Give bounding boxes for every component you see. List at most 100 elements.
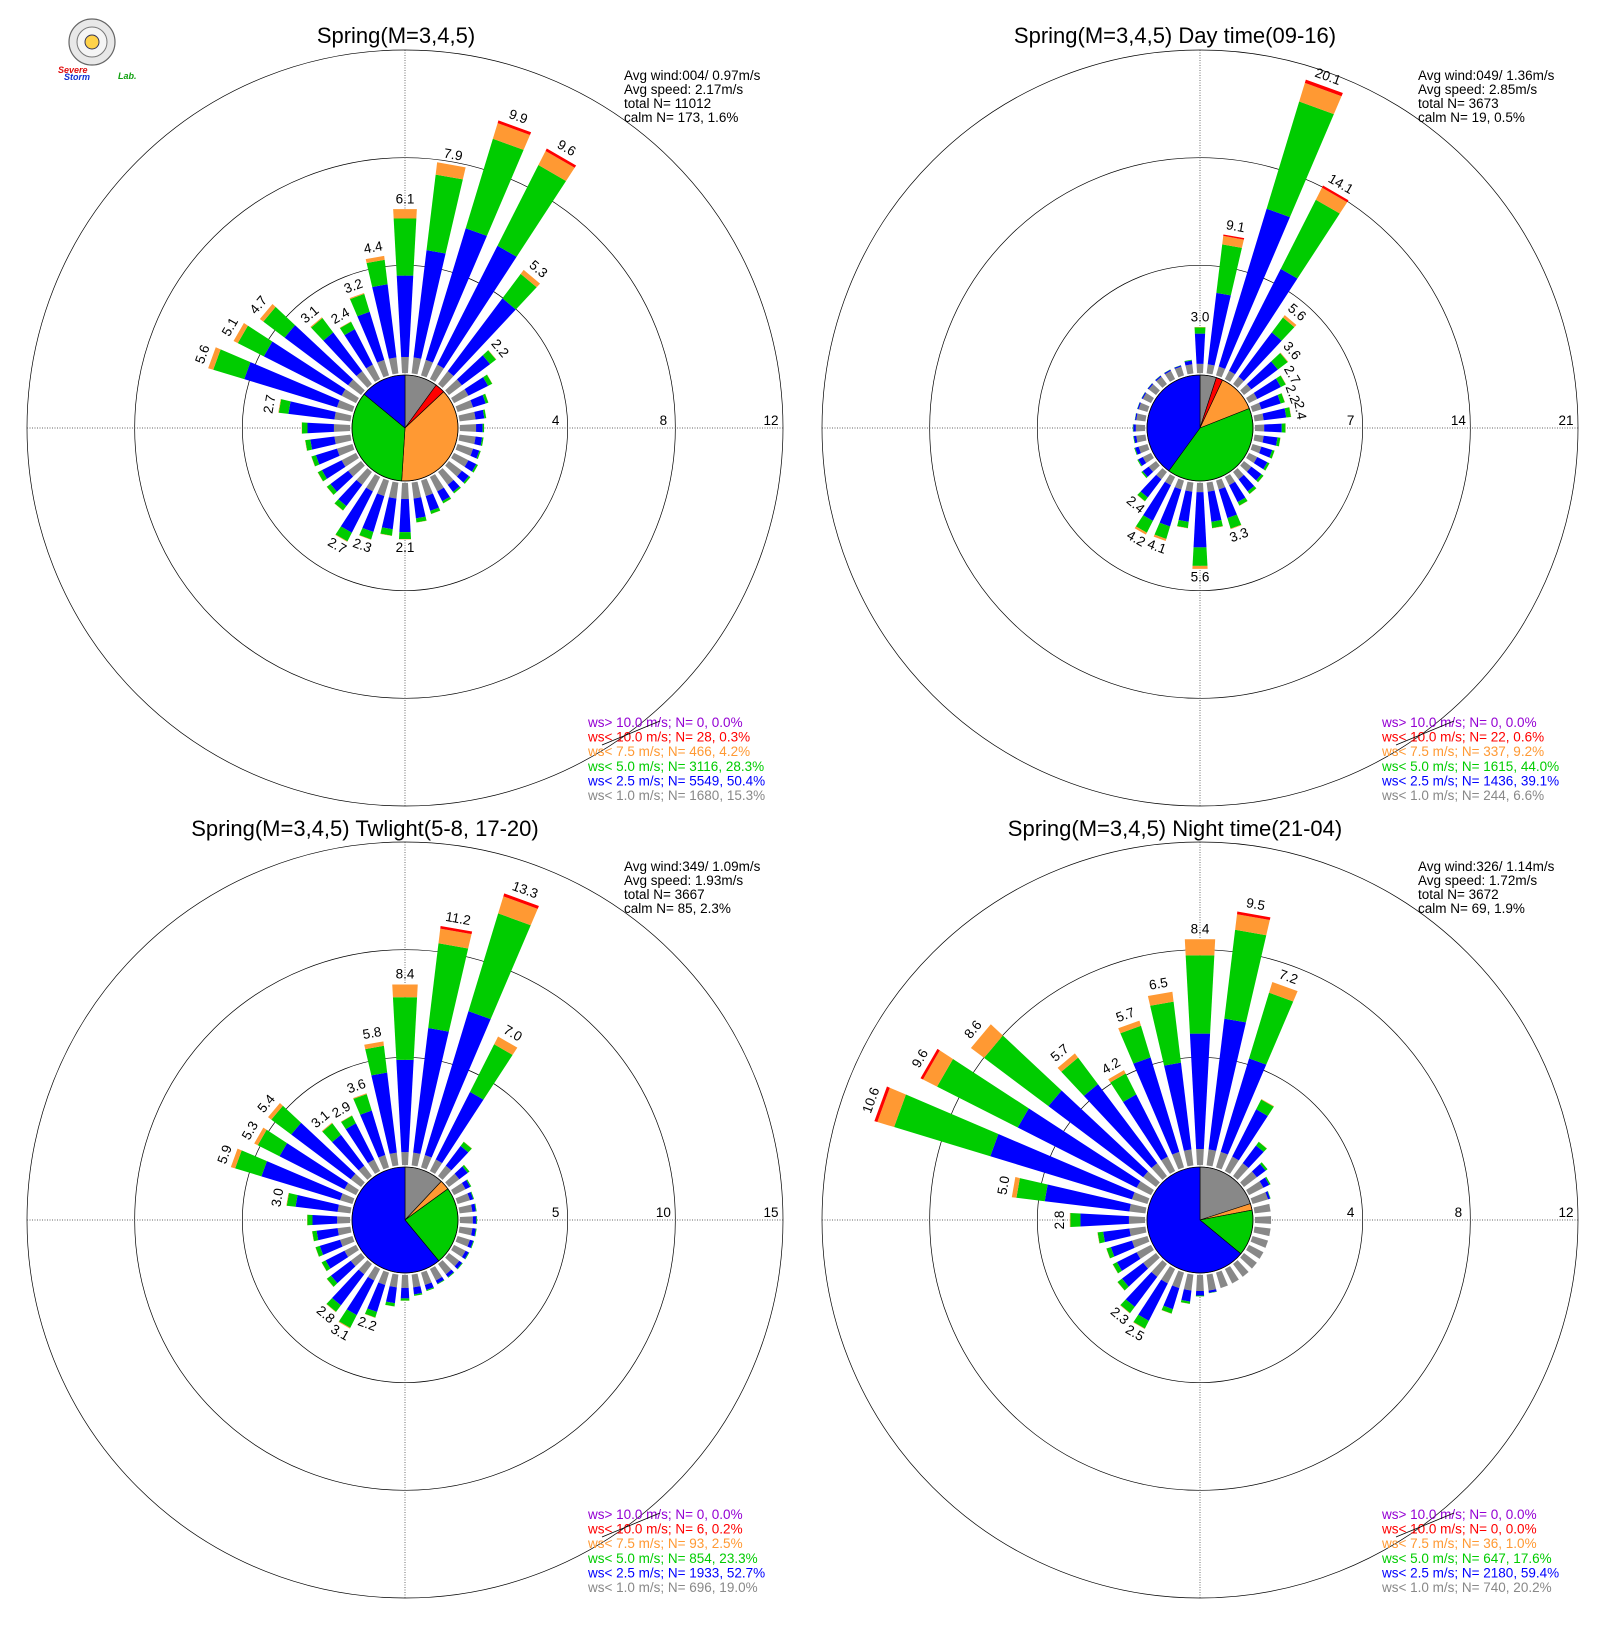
bar-segment-lt1 (1131, 1235, 1150, 1248)
bar-segment-lt5 (1247, 485, 1257, 494)
wind-rose-panel-2: Spring(M=3,4,5) Day time(09-16) 7 14 21 3.0 9… (821, 23, 1579, 807)
bar-segment-lt1 (459, 1216, 473, 1224)
direction-bar-70: 2.2 (1250, 383, 1303, 413)
bar-label: 5.8 (361, 1024, 382, 1042)
bar-segment-lt5 (1227, 514, 1242, 529)
bar-segment-lt75 (877, 1087, 906, 1128)
bar-segment-lt1 (358, 1165, 372, 1180)
bar-segment-lt5 (1106, 1247, 1115, 1259)
bar-segment-lt5 (1141, 471, 1148, 479)
legend-entry-3: ws< 5.0 m/s; N= 647, 17.6% (1381, 1551, 1552, 1566)
bar-segment-lt5 (1249, 992, 1294, 1065)
bar-segment-lt1 (445, 1253, 460, 1267)
direction-bar-340 (1174, 365, 1185, 378)
direction-bar-150 (1224, 1266, 1239, 1284)
bar-segment-lt25 (338, 479, 363, 507)
bar-segment-lt25 (1262, 408, 1287, 421)
bar-segment-lt1 (336, 443, 355, 456)
direction-bar-240 (321, 1244, 359, 1272)
bar-segment-lt1 (1148, 384, 1160, 395)
bar-segment-lt1 (1233, 376, 1244, 388)
direction-bar-330 (1164, 369, 1176, 382)
bar-segment-lt5 (365, 1045, 388, 1076)
bar-segment-lt25 (1189, 1033, 1211, 1149)
bar-segment-lt75 (1282, 315, 1297, 328)
bar-segment-lt25 (1238, 474, 1255, 492)
bar-segment-lt5 (1137, 459, 1142, 467)
bar-segment-lt25 (321, 460, 346, 479)
calm-pie (1146, 374, 1254, 482)
direction-bar-150 (1224, 474, 1248, 506)
bar-segment-lt5 (1211, 520, 1223, 529)
direction-bar-190 (385, 1273, 399, 1307)
bar-segment-lt25 (461, 1250, 469, 1260)
bar-segment-lt1 (1246, 1181, 1264, 1196)
direction-bar-150 (429, 1266, 445, 1285)
bar-segment-lt1 (1254, 1216, 1272, 1224)
direction-bar-140 (1233, 1260, 1249, 1277)
bar-segment-lt25 (1220, 1058, 1267, 1155)
bar-segment-lt1 (1172, 1270, 1185, 1289)
pie-outline (351, 1166, 459, 1274)
bar-segment-lt1 (1253, 434, 1264, 443)
direction-bar-320: 3.1 (308, 1107, 372, 1180)
legend-entry-0: ws> 10.0 m/s; N= 0, 0.0% (587, 1507, 743, 1522)
bar-segment-lt5 (1164, 369, 1171, 374)
direction-bar-290: 5.6 (192, 343, 355, 413)
bar-segment-lt5 (1132, 424, 1134, 432)
bar-segment-lt25 (435, 1276, 445, 1284)
bar-segment-lt1 (429, 1266, 443, 1281)
bar-segment-lt75 (1069, 1212, 1071, 1228)
direction-bar-240 (1137, 452, 1154, 467)
direction-bar-80 (458, 1203, 477, 1214)
bar-segment-lt25 (1044, 1184, 1131, 1212)
bar-segment-lt1 (455, 1193, 470, 1205)
bar-segment-lt25 (291, 1122, 356, 1180)
bar-segment-lt75 (1269, 981, 1298, 1002)
bar-segment-lt5 (1133, 1314, 1149, 1329)
bar-segment-lt75 (922, 1050, 953, 1087)
bar-segment-lt1 (340, 1193, 355, 1205)
bar-label: 5.6 (1191, 570, 1210, 585)
bar-segment-lt1 (1135, 424, 1146, 432)
bar-segment-lt1 (377, 478, 390, 497)
bar-segment-lt25 (990, 1134, 1135, 1200)
bar-segment-lt75 (1120, 1305, 1131, 1314)
bar-segment-lt1 (1215, 366, 1226, 378)
bar-segment-lt5 (502, 273, 537, 310)
ring-label: 5 (552, 1205, 560, 1220)
bar-segment-lt25 (1238, 332, 1282, 382)
bar-segment-lt75 (278, 399, 282, 413)
bar-segment-lt1 (1250, 443, 1262, 454)
bar-segment-lt1 (1233, 468, 1244, 480)
bar-segment-lt75 (380, 533, 392, 537)
bar-segment-lt25 (1253, 378, 1281, 399)
bar-segment-lt5 (447, 1272, 455, 1278)
bar-segment-lt1 (420, 359, 433, 378)
bar-segment-lt1 (429, 364, 444, 382)
bar-segment-lt5 (1281, 423, 1286, 433)
bar-segment-lt10 (920, 1048, 940, 1080)
direction-bar-10: 7.9 (411, 146, 466, 375)
bar-segment-lt5 (235, 1150, 267, 1177)
legend-entry-4: ws< 2.5 m/s; N= 1933, 52.7% (587, 1565, 765, 1580)
bar-segment-lt25 (325, 1250, 349, 1269)
bar-segment-lt1 (1250, 402, 1262, 413)
direction-bar-100 (1253, 1226, 1271, 1237)
bar-segment-lt25 (1116, 1252, 1141, 1271)
bar-segment-lt1 (401, 1152, 409, 1166)
bar-segment-lt25 (1147, 383, 1154, 390)
bar-segment-lt25 (372, 284, 397, 359)
bar-segment-lt25 (472, 1216, 477, 1224)
ring-label: 4 (1347, 1205, 1355, 1220)
bar-segment-lt5 (430, 507, 441, 514)
bar-segment-lt1 (1246, 1244, 1264, 1259)
direction-bar-350 (1184, 359, 1194, 375)
bar-segment-lt75 (1106, 1248, 1111, 1259)
bar-segment-lt1 (411, 481, 422, 499)
bar-segment-lt5 (1141, 392, 1146, 399)
direction-bar-100 (458, 1226, 477, 1237)
lab-logo: Severe Storm Lab. (58, 18, 137, 82)
bar-segment-lt25 (437, 245, 517, 369)
bar-segment-lt25 (425, 228, 487, 363)
